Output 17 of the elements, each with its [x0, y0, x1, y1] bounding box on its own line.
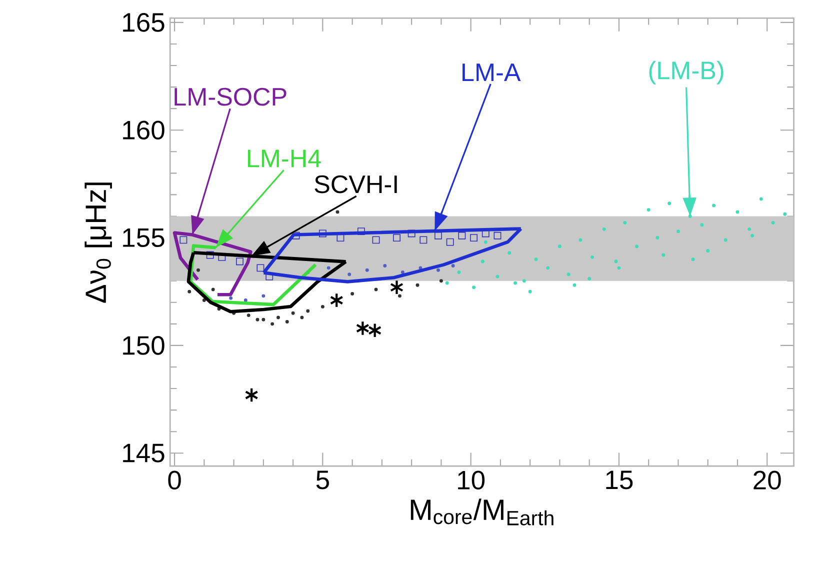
annotation: LM-SOCP: [174, 88, 286, 106]
annotation: (LM-B): [649, 60, 724, 84]
annotation: LM-H4: [248, 150, 321, 168]
annotation: SCVH-I: [314, 175, 397, 194]
y-tick-label: 165: [123, 13, 164, 32]
y-tick-label: 150: [123, 336, 164, 355]
y-axis-title: Δν$_{0}$ [μHz]: [84, 182, 112, 303]
y-tick-label: 160: [123, 120, 164, 140]
y-tick-label: 155: [123, 228, 164, 248]
annotation: LM-A: [462, 64, 521, 82]
x-tick-label: 10: [458, 470, 485, 490]
x-tick-label: 15: [606, 470, 633, 490]
x-tick-label: 5: [316, 470, 329, 490]
y-tick-label: 145: [123, 444, 164, 462]
x-tick-label: 20: [754, 470, 781, 490]
x-tick-label: 0: [168, 470, 181, 490]
x-axis-title: M$_{core}$/M$_{Earth}$: [410, 498, 554, 526]
